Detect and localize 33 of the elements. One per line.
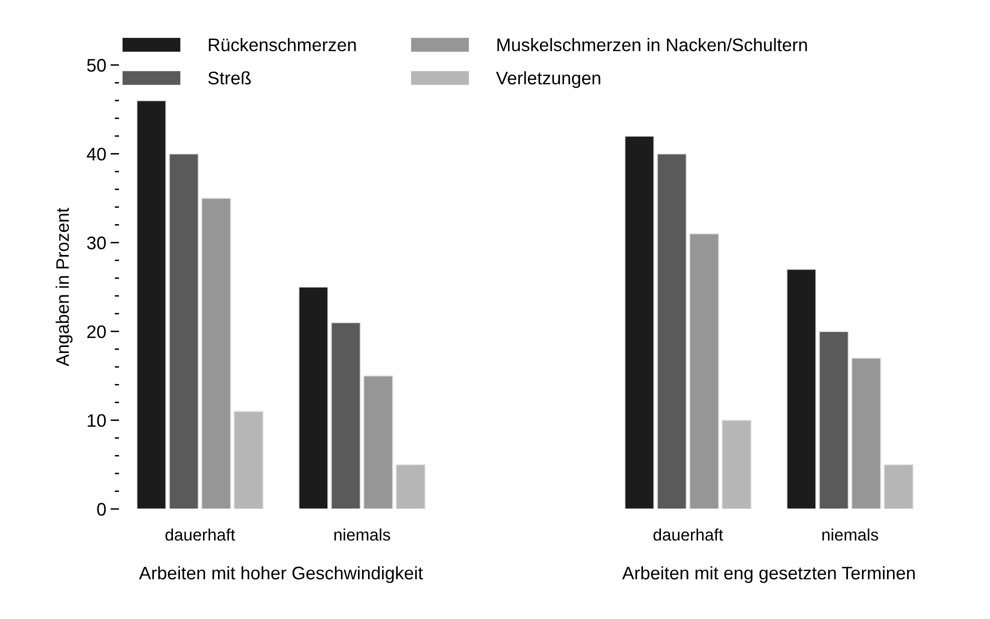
y-tick-label: 30 xyxy=(87,236,106,250)
x-tick-label: niemals xyxy=(822,528,878,541)
bar xyxy=(363,375,394,509)
y-tick-label: 50 xyxy=(87,58,106,72)
bar xyxy=(330,322,361,509)
legend-label: Verletzungen xyxy=(496,71,600,88)
x-tick-label: dauerhaft xyxy=(653,528,724,541)
bar xyxy=(656,153,687,509)
bar xyxy=(201,198,232,509)
y-tick-label: 10 xyxy=(88,414,106,427)
bar xyxy=(851,357,882,509)
x-axis-title: Arbeiten mit eng gesetzten Terminen xyxy=(622,566,915,584)
legend-label: Streß xyxy=(208,71,251,84)
x-axis-title: Arbeiten mit hoher Geschwindigkeit xyxy=(139,566,423,584)
bar xyxy=(786,268,817,509)
bar xyxy=(233,410,264,509)
bar xyxy=(721,420,752,509)
bar xyxy=(689,233,720,509)
bar xyxy=(136,100,167,509)
bar xyxy=(298,286,329,509)
y-tick-label: 40 xyxy=(86,148,106,161)
x-tick-label: niemals xyxy=(334,528,390,541)
bar xyxy=(624,135,655,509)
bar xyxy=(818,330,849,509)
y-tick-label: 0 xyxy=(97,502,106,516)
bar xyxy=(168,153,199,509)
legend-label: Rückenschmerzen xyxy=(208,38,356,52)
bar xyxy=(395,464,426,509)
y-tick-label: 20 xyxy=(87,325,106,338)
x-tick-label: dauerhaft xyxy=(165,528,236,541)
y-axis-title: Angaben in Prozent xyxy=(56,208,73,366)
legend-label: Muskelschmerzen in Nacken/Schultern xyxy=(497,38,807,52)
bar xyxy=(883,464,914,509)
